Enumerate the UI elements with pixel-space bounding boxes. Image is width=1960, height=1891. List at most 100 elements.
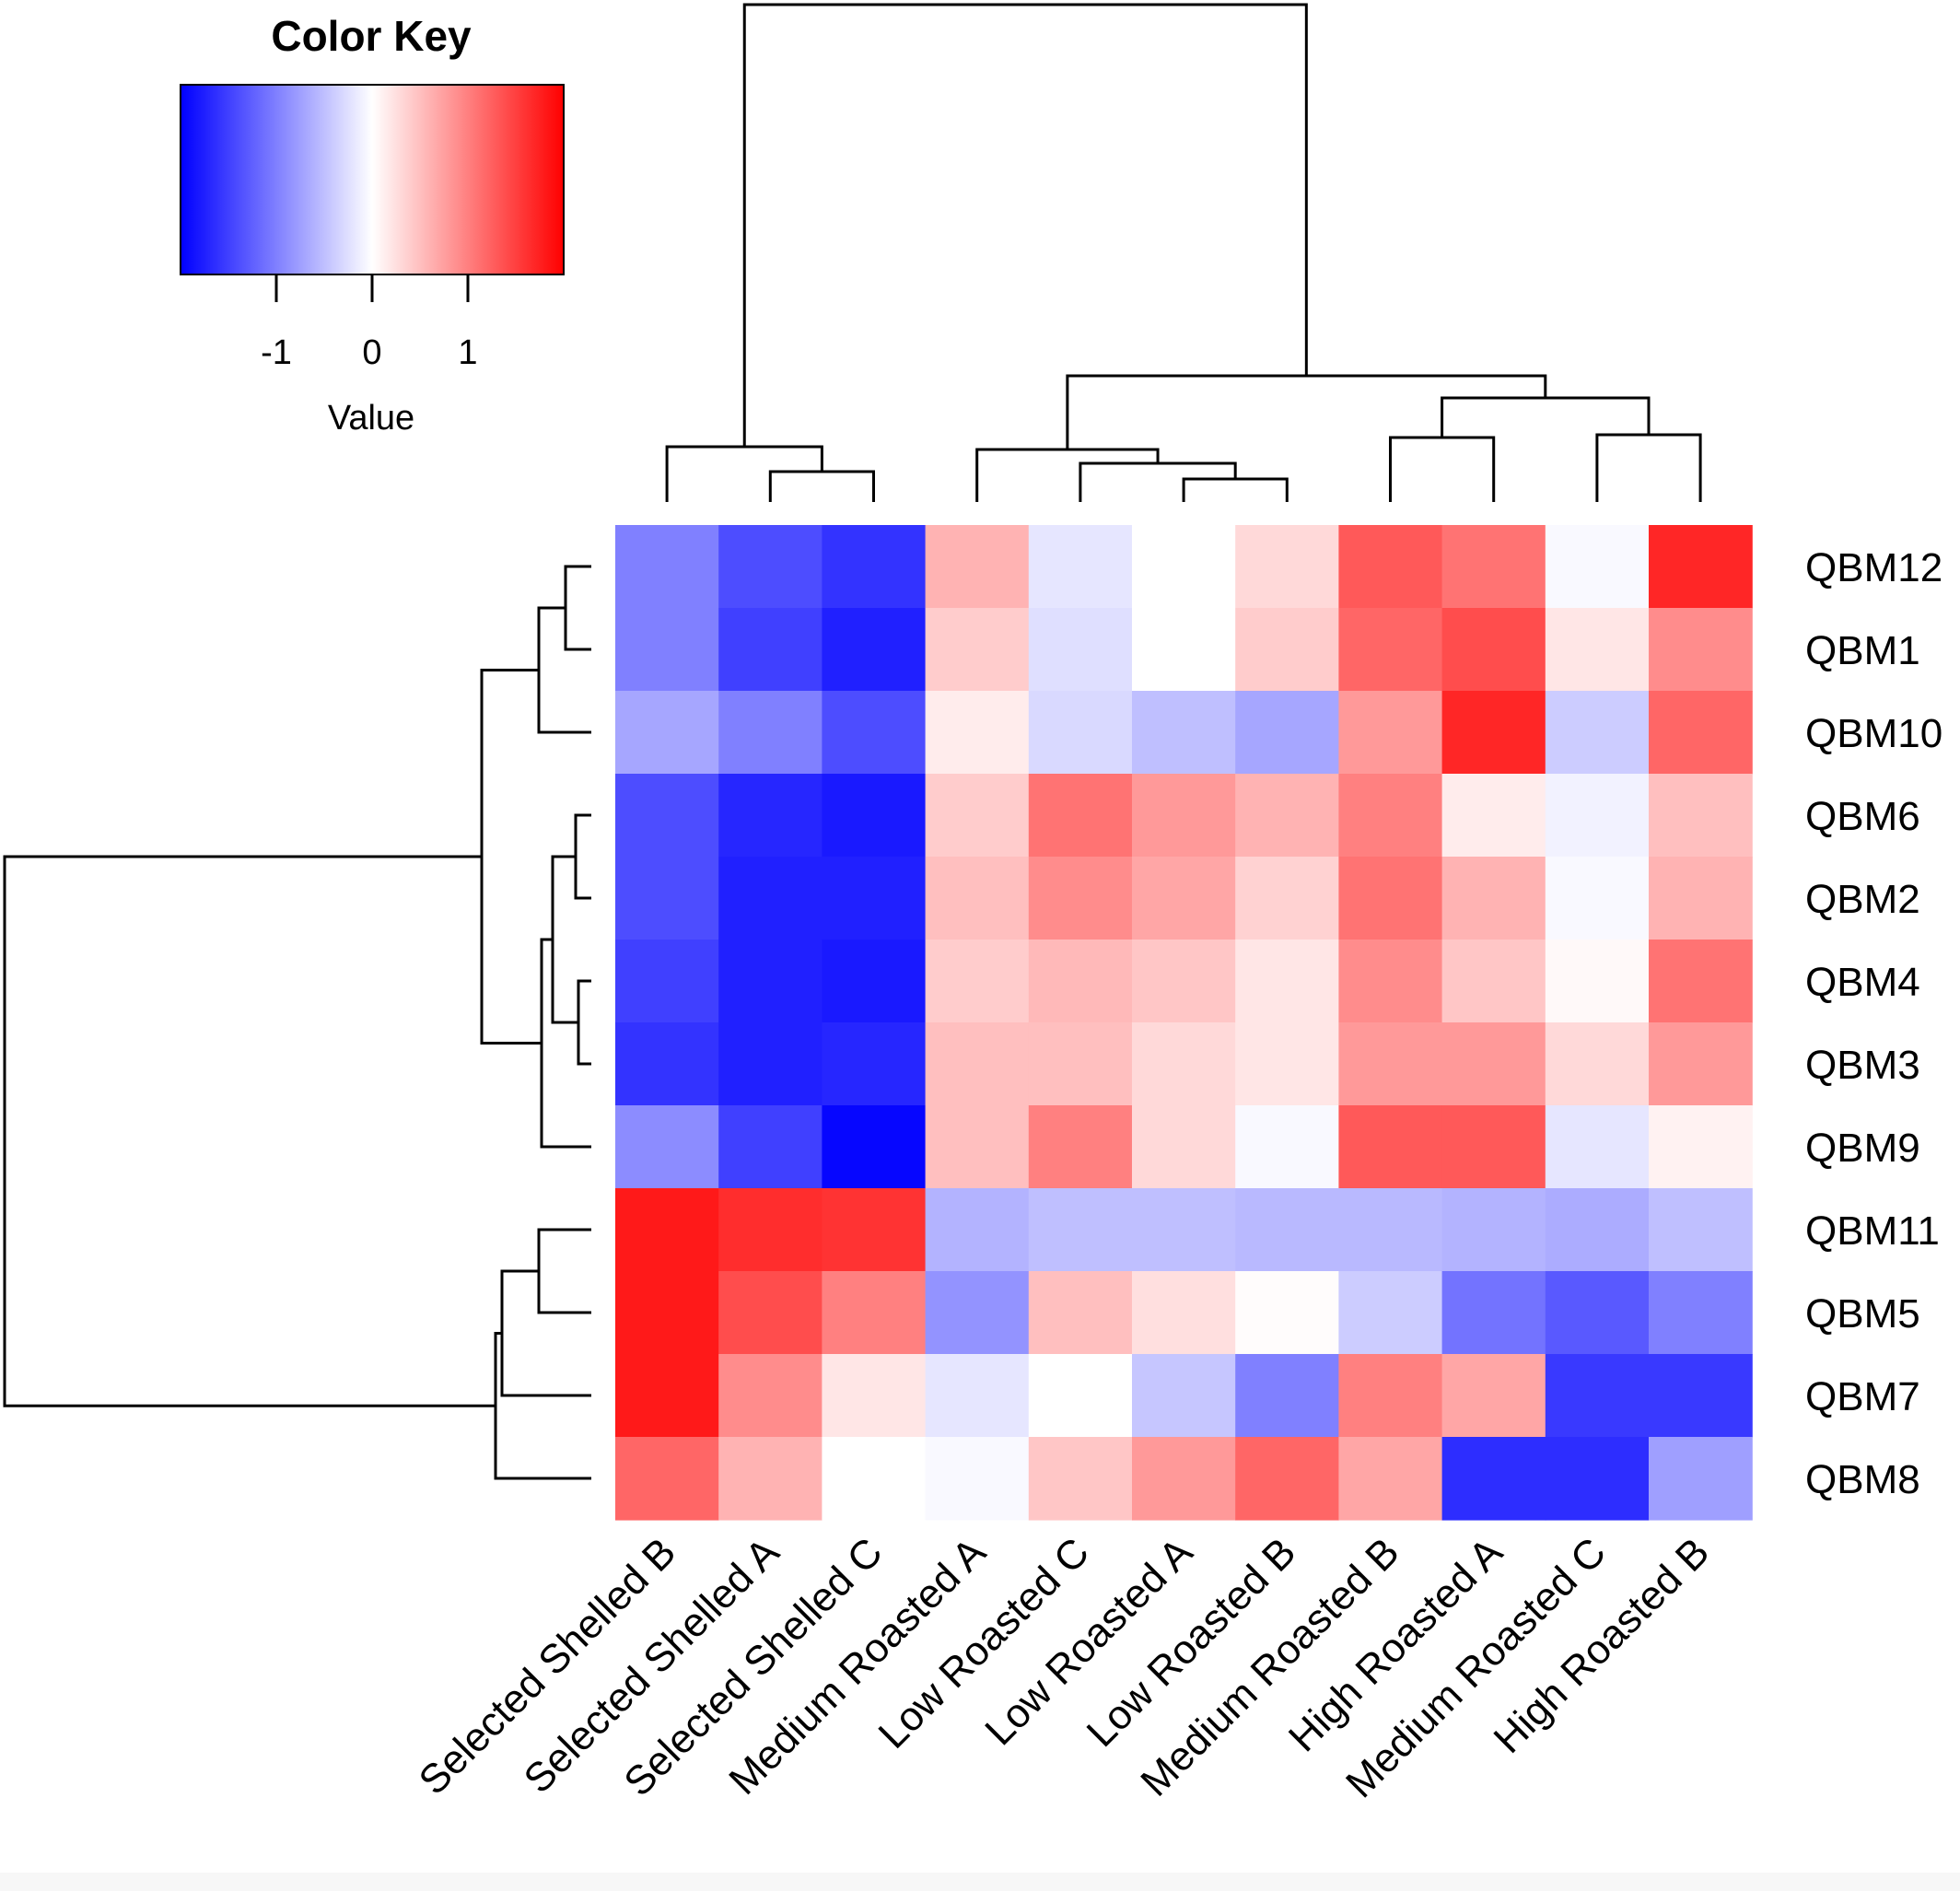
heatmap-cell (1028, 1271, 1133, 1355)
heatmap-cell (718, 940, 822, 1023)
heatmap-cell (1649, 1188, 1753, 1272)
heatmap-cell (822, 1105, 927, 1189)
heatmap-cell (718, 691, 822, 775)
heatmap-cell (925, 691, 1030, 775)
row-label: QBM6 (1805, 794, 1920, 839)
row-label: QBM11 (1805, 1208, 1940, 1254)
column-dendrogram (665, 3, 1702, 502)
heatmap-cell (1545, 1188, 1650, 1272)
heatmap-cell (1028, 857, 1133, 940)
heatmap-cell (1132, 608, 1236, 692)
row-label: QBM7 (1805, 1374, 1920, 1419)
row-label: QBM5 (1805, 1291, 1920, 1337)
heatmap-cell (1649, 774, 1753, 858)
heatmap-cell (1235, 1271, 1339, 1355)
heatmap-cell (1338, 1437, 1443, 1521)
heatmap-cell (925, 774, 1030, 858)
heatmap-cell (822, 525, 927, 609)
row-label: QBM4 (1805, 960, 1920, 1005)
color-key-xlabel: Value (328, 399, 414, 438)
heatmap-cell (1545, 1105, 1650, 1189)
row-label: QBM1 (1805, 628, 1920, 673)
heatmap-cell (718, 1188, 822, 1272)
heatmap-cell (718, 1354, 822, 1438)
heatmap-cell (925, 940, 1030, 1023)
heatmap-cell (925, 1354, 1030, 1438)
heatmap-cell (1338, 691, 1443, 775)
heatmap-cell (1028, 691, 1133, 775)
row-dendrogram-branch (564, 565, 591, 651)
heatmap-cell (1132, 774, 1236, 858)
heatmap-cell (718, 608, 822, 692)
heatmap-cell (615, 1105, 719, 1189)
heatmap-cell (1649, 608, 1753, 692)
heatmap-cell (1441, 1022, 1546, 1106)
row-dendrogram-branch (500, 1269, 591, 1397)
column-dendrogram-branch (742, 3, 1308, 447)
heatmap-cell (1441, 1354, 1546, 1438)
heatmap-cell (1545, 857, 1650, 940)
heatmap-cell (1441, 1437, 1546, 1521)
heatmap-cell (925, 608, 1030, 692)
heatmap-cell (615, 940, 719, 1023)
heatmap-cell (925, 857, 1030, 940)
row-dendrogram (3, 565, 591, 1480)
heatmap-cell (925, 1271, 1030, 1355)
heatmap-cell (1441, 691, 1546, 775)
heatmap-cell (615, 1354, 719, 1438)
heatmap-cell (1649, 1437, 1753, 1521)
heatmap-cell (822, 1271, 927, 1355)
heatmap-cell (1545, 1354, 1650, 1438)
heatmap-cell (822, 1437, 927, 1521)
heatmap-cell (1545, 940, 1650, 1023)
row-dendrogram-branch (3, 855, 496, 1407)
color-key-ticks: -1 0 1 (261, 274, 478, 372)
heatmap-cell (1235, 1188, 1339, 1272)
row-dendrogram-branch (540, 938, 591, 1149)
heatmap-cell (822, 1354, 927, 1438)
heatmap-cell (1235, 857, 1339, 940)
heatmap-cell (1028, 774, 1133, 858)
heatmap-cell (1649, 940, 1753, 1023)
color-key-title: Color Key (271, 12, 472, 60)
color-key-gradient (180, 84, 565, 275)
heatmap-cell (1338, 1354, 1443, 1438)
heatmap-cell (1545, 1437, 1650, 1521)
heatmap-cell (822, 774, 927, 858)
heatmap-cell (1235, 525, 1339, 609)
heatmap-cell (615, 774, 719, 858)
column-dendrogram-branch (1182, 477, 1289, 502)
heatmap-cell (1132, 691, 1236, 775)
heatmap-cell (1338, 608, 1443, 692)
heatmap-cell (718, 857, 822, 940)
heatmap-cell (1132, 1022, 1236, 1106)
heatmap-cell (1338, 1271, 1443, 1355)
heatmap-cell (1441, 608, 1546, 692)
heatmap-cell (1028, 608, 1133, 692)
heatmap-cell (1649, 857, 1753, 940)
row-label: QBM3 (1805, 1043, 1920, 1088)
heatmap-cell (925, 1437, 1030, 1521)
column-dendrogram-branch (768, 470, 875, 502)
heatmap-cell (1441, 940, 1546, 1023)
heatmap-cell (1545, 1271, 1650, 1355)
heatmap-cell (1338, 1105, 1443, 1189)
color-key: Color Key -1 0 1 Value (180, 12, 565, 438)
heatmap-cell (1338, 1188, 1443, 1272)
heatmap-cell (718, 1022, 822, 1106)
heatmap-cell (822, 857, 927, 940)
heatmap-cell (615, 1271, 719, 1355)
heatmap-cell (1441, 857, 1546, 940)
heatmap-cell (615, 857, 719, 940)
heatmap-cell (1132, 1188, 1236, 1272)
row-label: QBM12 (1805, 545, 1942, 590)
heatmap-cell (1545, 774, 1650, 858)
heatmap-cell (1338, 940, 1443, 1023)
heatmap-cell (925, 525, 1030, 609)
column-dendrogram-branch (1595, 433, 1702, 502)
heatmap-cell (1545, 525, 1650, 609)
column-dendrogram-branch (665, 445, 823, 502)
heatmap-cell (822, 1188, 927, 1272)
heatmap-cell (718, 1271, 822, 1355)
heatmap-cell (925, 1022, 1030, 1106)
